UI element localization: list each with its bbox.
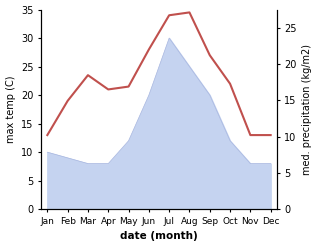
X-axis label: date (month): date (month) bbox=[120, 231, 198, 242]
Y-axis label: med. precipitation (kg/m2): med. precipitation (kg/m2) bbox=[302, 44, 313, 175]
Y-axis label: max temp (C): max temp (C) bbox=[5, 76, 16, 143]
